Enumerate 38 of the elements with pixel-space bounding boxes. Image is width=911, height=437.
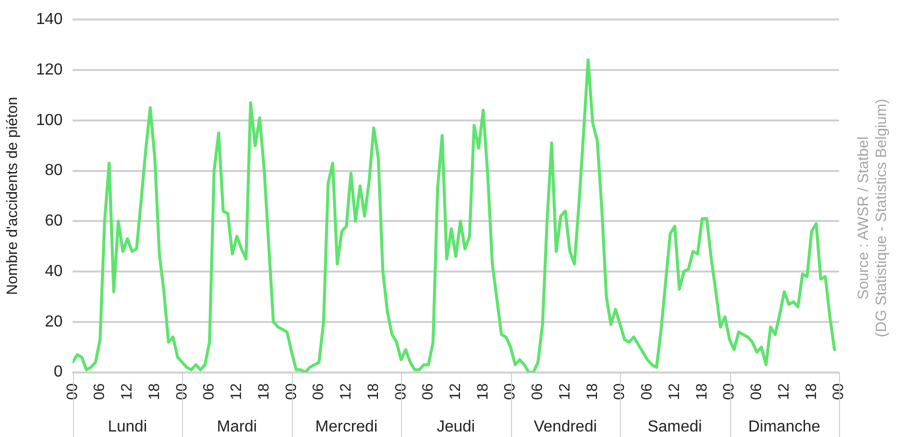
x-tick-label: 12 bbox=[775, 383, 792, 400]
text: Lundi bbox=[108, 418, 148, 436]
x-tick-label: 06 bbox=[91, 383, 108, 400]
x-tick-label: 06 bbox=[200, 383, 218, 400]
text: Mercredi bbox=[315, 418, 378, 436]
x-tick-label: 06 bbox=[638, 383, 656, 400]
text: Vendredi bbox=[534, 418, 597, 436]
x-tick-label: 18 bbox=[584, 383, 601, 400]
x-tick-label: 18 bbox=[693, 383, 710, 400]
x-tick-label: 06 bbox=[310, 383, 328, 400]
x-tick-label: 18 bbox=[802, 383, 820, 400]
x-tick-label: 18 bbox=[474, 383, 492, 400]
x-tick-label: 06 bbox=[420, 383, 437, 400]
x-tick-label: 06 bbox=[529, 383, 546, 400]
y-tick-label: 20 bbox=[44, 313, 63, 330]
text: Samedi bbox=[648, 418, 702, 436]
x-tick-label: 18 bbox=[364, 383, 382, 400]
x-tick-label: 12 bbox=[446, 383, 464, 400]
x-tick-label: 12 bbox=[666, 383, 683, 400]
y-tick-label: 120 bbox=[36, 61, 63, 78]
x-tick-label: 12 bbox=[556, 383, 574, 400]
text: Jeudi bbox=[436, 418, 475, 436]
x-tick-label: 18 bbox=[255, 383, 272, 400]
x-tick-label: 12 bbox=[118, 383, 136, 400]
source-note: Source : AWSR / Statbel (DG Statistique - Statistics Belgium) bbox=[855, 98, 891, 340]
x-tick-label: 06 bbox=[748, 383, 766, 400]
y-tick-label: 100 bbox=[36, 112, 63, 129]
text: Mardi bbox=[216, 418, 257, 436]
x-tick-label: 12 bbox=[338, 383, 355, 400]
x-tick-label: 12 bbox=[228, 383, 246, 400]
y-tick-label: 0 bbox=[54, 364, 63, 381]
y-tick-label: 140 bbox=[36, 11, 63, 28]
y-tick-label: 80 bbox=[44, 162, 63, 180]
y-tick-label: 40 bbox=[44, 262, 63, 280]
text: Dimanche bbox=[748, 418, 820, 436]
x-tick-label: 18 bbox=[146, 383, 163, 400]
y-tick-label: 60 bbox=[44, 212, 63, 230]
y-axis-title: Nombre d'accidents de piéton bbox=[4, 96, 22, 295]
